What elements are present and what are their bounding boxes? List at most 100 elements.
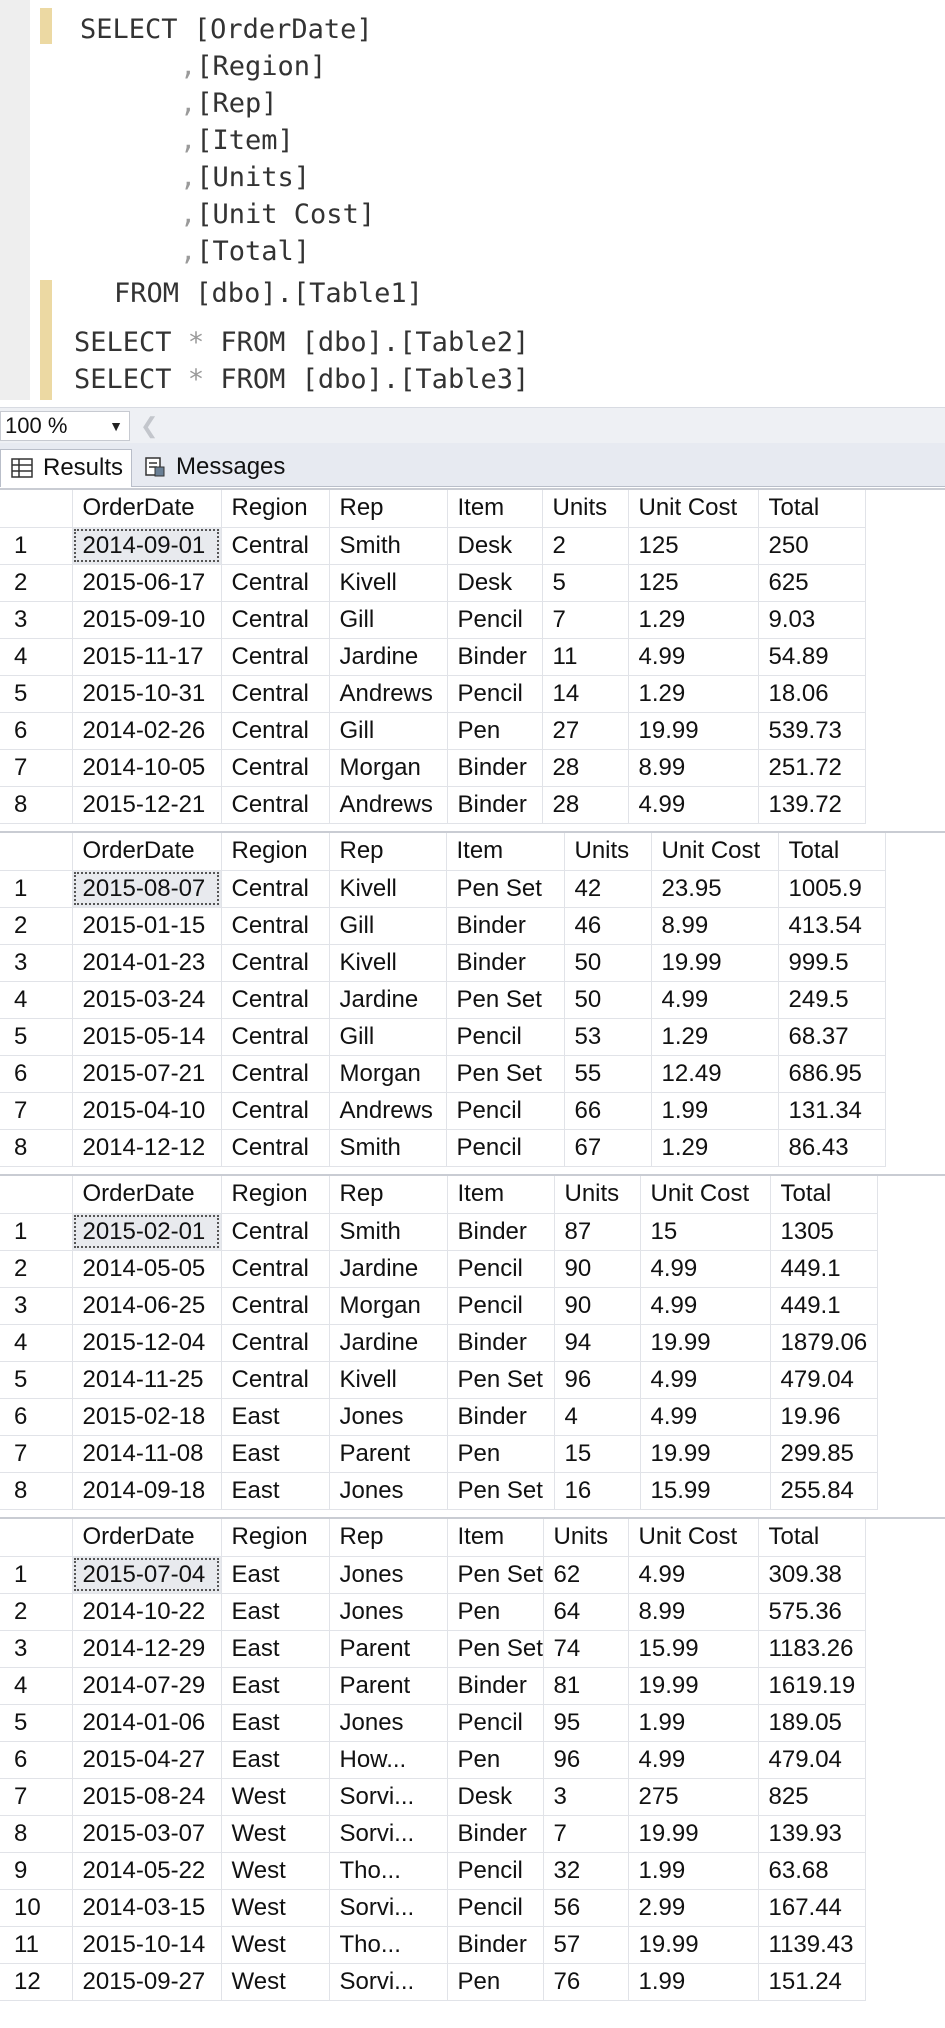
row-number[interactable]: 8: [0, 1815, 73, 1853]
row-number[interactable]: 3: [0, 944, 73, 982]
grid-cell[interactable]: Pencil: [447, 1889, 544, 1927]
grid-cell[interactable]: 2015-04-27: [72, 1741, 222, 1779]
grid-cell[interactable]: 2015-11-17: [72, 638, 222, 676]
grid-cell[interactable]: 449.1: [770, 1287, 878, 1325]
table-row[interactable]: 11 2015-10-14 West Tho... Binder 57 19.99 1139.…: [0, 1926, 866, 1964]
grid-cell[interactable]: Pen Set: [447, 1472, 555, 1510]
row-number[interactable]: 1: [0, 870, 73, 908]
grid-cell[interactable]: 2014-10-22: [72, 1593, 222, 1631]
table-row[interactable]: 7 2014-11-08 East Parent Pen 15 19.99 299.85: [0, 1435, 878, 1473]
grid-cell[interactable]: 1.29: [651, 1018, 779, 1056]
grid-cell[interactable]: Central: [221, 749, 330, 787]
grid-cell[interactable]: 4.99: [628, 786, 759, 824]
row-number[interactable]: 3: [0, 1630, 73, 1668]
grid-cell[interactable]: West: [221, 1926, 330, 1964]
row-number[interactable]: 8: [0, 1129, 73, 1167]
grid-cell[interactable]: 19.99: [628, 1926, 759, 1964]
row-number[interactable]: 4: [0, 981, 73, 1019]
grid-cell[interactable]: Central: [221, 1361, 330, 1399]
grid-cell[interactable]: 2014-06-25: [72, 1287, 222, 1325]
grid-cell[interactable]: Kivell: [329, 870, 447, 908]
grid-cell[interactable]: 189.05: [758, 1704, 866, 1742]
grid-cell[interactable]: 19.99: [628, 1815, 759, 1853]
grid-cell[interactable]: Smith: [329, 1213, 448, 1251]
grid-cell[interactable]: 2015-09-27: [72, 1963, 222, 2001]
grid-cell[interactable]: Parent: [329, 1630, 448, 1668]
row-number[interactable]: 5: [0, 1018, 73, 1056]
table-row[interactable]: 8 2014-12-12 Central Smith Pencil 67 1.29 86.43: [0, 1129, 886, 1167]
grid-cell[interactable]: Binder: [447, 786, 543, 824]
grid-cell[interactable]: Pencil: [447, 1704, 544, 1742]
grid-cell[interactable]: Pen: [447, 1741, 544, 1779]
grid-cell[interactable]: 275: [628, 1778, 759, 1816]
grid-cell[interactable]: 449.1: [770, 1250, 878, 1288]
grid-cell[interactable]: Jardine: [329, 1250, 448, 1288]
grid-cell[interactable]: Gill: [329, 601, 448, 639]
grid-cell[interactable]: Pen: [447, 712, 543, 750]
grid-cell[interactable]: 76: [543, 1963, 629, 2001]
grid-cell[interactable]: 4.99: [628, 638, 759, 676]
row-number[interactable]: 4: [0, 638, 73, 676]
grid-cell[interactable]: Sorvi...: [329, 1963, 448, 2001]
grid-cell[interactable]: 12.49: [651, 1055, 779, 1093]
column-header[interactable]: Total: [758, 490, 866, 528]
corner-cell[interactable]: [0, 490, 73, 528]
grid-cell[interactable]: 2014-05-05: [72, 1250, 222, 1288]
table-row[interactable]: 7 2015-04-10 Central Andrews Pencil 66 1.99 131…: [0, 1092, 886, 1130]
grid-cell[interactable]: 2.99: [628, 1889, 759, 1927]
grid-cell[interactable]: Jones: [329, 1556, 448, 1594]
column-header[interactable]: Item: [447, 1519, 544, 1557]
grid-cell[interactable]: West: [221, 1778, 330, 1816]
table-row[interactable]: 2 2015-06-17 Central Kivell Desk 5 125 625: [0, 564, 866, 602]
grid-cell[interactable]: 2015-06-17: [72, 564, 222, 602]
grid-cell[interactable]: 28: [542, 786, 629, 824]
grid-cell[interactable]: East: [221, 1398, 330, 1436]
grid-cell[interactable]: Binder: [447, 1213, 555, 1251]
result-grid[interactable]: OrderDate Region Rep Item Units Unit Cost Tota…: [0, 831, 945, 1167]
row-number[interactable]: 11: [0, 1926, 73, 1964]
grid-cell[interactable]: Sorvi...: [329, 1778, 448, 1816]
grid-cell[interactable]: 2015-07-21: [72, 1055, 222, 1093]
grid-cell[interactable]: 54.89: [758, 638, 866, 676]
column-header[interactable]: Units: [543, 1519, 629, 1557]
grid-cell[interactable]: Desk: [447, 527, 543, 565]
table-row[interactable]: 3 2015-09-10 Central Gill Pencil 7 1.29 9.03: [0, 601, 866, 639]
grid-cell[interactable]: 4.99: [640, 1361, 771, 1399]
grid-cell[interactable]: 19.99: [640, 1324, 771, 1362]
grid-cell[interactable]: 2015-03-07: [72, 1815, 222, 1853]
grid-cell[interactable]: 2015-04-10: [72, 1092, 222, 1130]
grid-cell[interactable]: Gill: [329, 1018, 447, 1056]
table-row[interactable]: 5 2014-01-06 East Jones Pencil 95 1.99 189.05: [0, 1704, 866, 1742]
column-header[interactable]: Item: [447, 1176, 555, 1214]
grid-cell[interactable]: 1.99: [628, 1852, 759, 1890]
grid-cell[interactable]: Central: [221, 1129, 330, 1167]
grid-cell[interactable]: 5: [542, 564, 629, 602]
grid-cell[interactable]: 2014-02-26: [72, 712, 222, 750]
grid-cell[interactable]: Sorvi...: [329, 1815, 448, 1853]
column-header[interactable]: Region: [221, 490, 330, 528]
grid-cell[interactable]: 151.24: [758, 1963, 866, 2001]
column-header[interactable]: Unit Cost: [628, 490, 759, 528]
grid-cell[interactable]: Central: [221, 1018, 330, 1056]
grid-cell[interactable]: 139.72: [758, 786, 866, 824]
grid-cell[interactable]: 15: [554, 1435, 641, 1473]
row-number[interactable]: 7: [0, 749, 73, 787]
result-grid[interactable]: OrderDate Region Rep Item Units Unit Cost Tota…: [0, 488, 945, 824]
table-row[interactable]: 1 2015-07-04 East Jones Pen Set 62 4.99 309.38: [0, 1556, 866, 1594]
grid-cell[interactable]: Central: [221, 564, 330, 602]
grid-cell[interactable]: 2015-03-24: [72, 981, 222, 1019]
row-number[interactable]: 5: [0, 1361, 73, 1399]
grid-cell[interactable]: 46: [564, 907, 652, 945]
table-row[interactable]: 5 2015-05-14 Central Gill Pencil 53 1.29 68.37: [0, 1018, 886, 1056]
table-row[interactable]: 4 2015-03-24 Central Jardine Pen Set 50 4.99 24…: [0, 981, 886, 1019]
grid-cell[interactable]: Pencil: [446, 1129, 565, 1167]
grid-cell[interactable]: West: [221, 1815, 330, 1853]
grid-cell[interactable]: 2015-09-10: [72, 601, 222, 639]
table-row[interactable]: 7 2015-08-24 West Sorvi... Desk 3 275 825: [0, 1778, 866, 1816]
grid-cell[interactable]: West: [221, 1963, 330, 2001]
grid-cell[interactable]: Kivell: [329, 1361, 448, 1399]
grid-cell[interactable]: East: [221, 1741, 330, 1779]
result-grid[interactable]: OrderDate Region Rep Item Units Unit Cost Tota…: [0, 1174, 945, 1510]
grid-cell[interactable]: Desk: [447, 564, 543, 602]
column-header[interactable]: Units: [564, 833, 652, 871]
